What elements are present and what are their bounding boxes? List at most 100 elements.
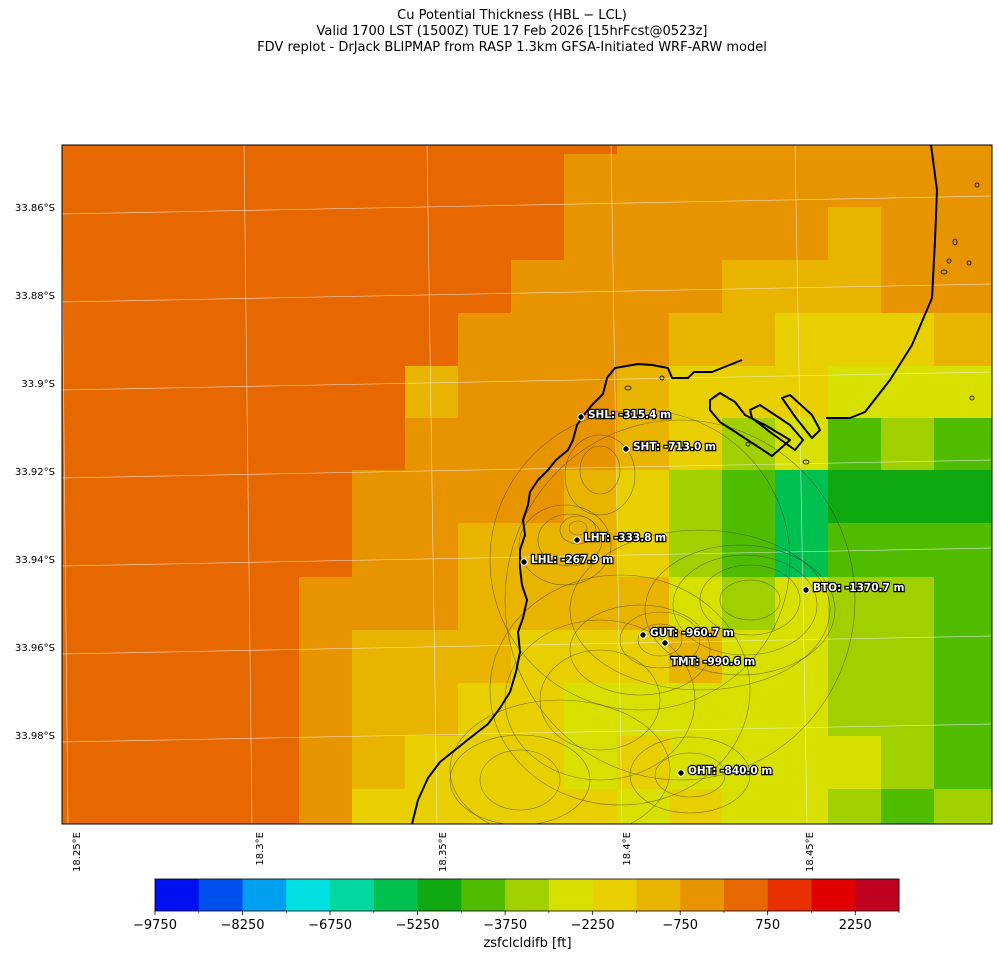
raster-cell: [564, 683, 618, 737]
raster-cell: [775, 789, 829, 824]
raster-cell: [881, 470, 935, 524]
colorbar-tick-label: −3750: [483, 918, 527, 933]
raster-cell: [246, 470, 300, 524]
raster-cell: [405, 523, 459, 578]
raster-cell: [669, 207, 723, 261]
raster-cell: [62, 523, 247, 578]
raster-cell: [881, 789, 935, 824]
raster-cell: [511, 470, 565, 524]
raster-cell: [775, 736, 829, 790]
lon-label: 18.4°E: [622, 832, 633, 866]
raster-cell: [722, 683, 776, 737]
colorbar-tick-label: −9750: [133, 918, 177, 933]
raster-cell: [722, 145, 776, 155]
raster-cell: [299, 470, 353, 524]
coastline: [411, 145, 938, 824]
raster-cell: [775, 313, 829, 367]
raster-cell: [511, 313, 565, 367]
raster-cell: [511, 736, 565, 790]
station-label-bto: BTO: -1370.7 m: [813, 582, 904, 594]
raster-cell: [934, 418, 992, 471]
colorbar-frame: [154, 878, 900, 912]
raster-cell: [352, 630, 406, 684]
colorbar-segment: [723, 879, 769, 911]
raster-cell: [458, 470, 512, 524]
raster-cell: [722, 470, 776, 524]
raster-cell: [881, 418, 935, 471]
raster-cell: [352, 789, 406, 824]
raster-cell: [669, 789, 723, 824]
raster-cell: [299, 260, 353, 314]
raster-cell: [881, 577, 935, 631]
title-line-1: Cu Potential Thickness (HBL − LCL): [397, 8, 627, 23]
station-label-oht: OHT: -840.0 m: [688, 765, 772, 777]
map-plot-area: SHL: -315.4 m SHT: -713.0 m LHT: -333.8 m L…: [62, 145, 992, 824]
lat-label: 33.9°S: [21, 379, 55, 390]
raster-cell: [458, 577, 512, 631]
raster-cell: [62, 789, 247, 824]
raster-cell: [828, 313, 882, 367]
colorbar-segment: [330, 879, 375, 911]
raster-cell: [299, 418, 353, 471]
raster-cell: [405, 366, 459, 419]
raster-cell: [511, 577, 565, 631]
station-label-tmt: TMT: -990.6 m: [671, 656, 755, 668]
raster-cell: [775, 630, 829, 684]
raster-cell: [246, 207, 300, 261]
raster-cell: [458, 145, 512, 155]
raster-cell: [669, 313, 723, 367]
raster-cell: [564, 630, 618, 684]
colorbar-segment: [592, 879, 637, 911]
station-label-sht: SHT: -713.0 m: [633, 441, 716, 453]
colorbar-segment: [548, 879, 594, 911]
raster-cell: [775, 577, 829, 631]
colorbar-ticks: −9750 −8250 −6750 −5250 −3750 −2250 −750 750 225…: [133, 911, 900, 933]
station-label-shl: SHL: -315.4 m: [588, 409, 671, 421]
raster-cell: [352, 470, 406, 524]
raster-cell: [722, 207, 776, 261]
raster-cell: [405, 260, 459, 314]
raster-cell: [722, 313, 776, 367]
colorbar-segment: [198, 879, 243, 911]
raster-cell: [458, 154, 512, 208]
raster-cell: [828, 366, 882, 419]
small-islands: [624, 182, 980, 465]
raster-cell: [934, 736, 992, 790]
raster-cell: [62, 260, 247, 314]
colorbar-segment: [855, 879, 900, 911]
lat-label: 33.88°S: [15, 291, 55, 302]
raster-cells: [62, 145, 992, 824]
raster-cell: [246, 145, 300, 155]
graticule: [62, 145, 992, 824]
raster-cell: [352, 577, 406, 631]
raster-cell: [617, 154, 670, 208]
station-marker-bto: [802, 586, 810, 594]
raster-cell: [299, 789, 353, 824]
station-marker-sht: [622, 445, 630, 453]
raster-cell: [299, 683, 353, 737]
raster-cell: [669, 154, 723, 208]
raster-cell: [669, 366, 723, 419]
raster-cell: [299, 736, 353, 790]
raster-cell: [828, 145, 882, 155]
raster-cell: [246, 313, 300, 367]
raster-cell: [934, 207, 992, 261]
raster-cell: [881, 313, 935, 367]
raster-cell: [669, 470, 723, 524]
raster-cell: [934, 523, 992, 578]
raster-cell: [881, 683, 935, 737]
raster-cell: [828, 207, 882, 261]
raster-cell: [617, 313, 670, 367]
colorbar-tick-label: −5250: [396, 918, 440, 933]
raster-cell: [617, 207, 670, 261]
raster-cell: [352, 366, 406, 419]
raster-cell: [511, 683, 565, 737]
raster-cell: [352, 418, 406, 471]
raster-cell: [405, 736, 459, 790]
raster-cell: [564, 145, 618, 155]
raster-cell: [299, 145, 353, 155]
colorbar-segment: [155, 879, 200, 911]
raster-cell: [617, 523, 670, 578]
raster-cell: [511, 145, 565, 155]
raster-cell: [722, 523, 776, 578]
